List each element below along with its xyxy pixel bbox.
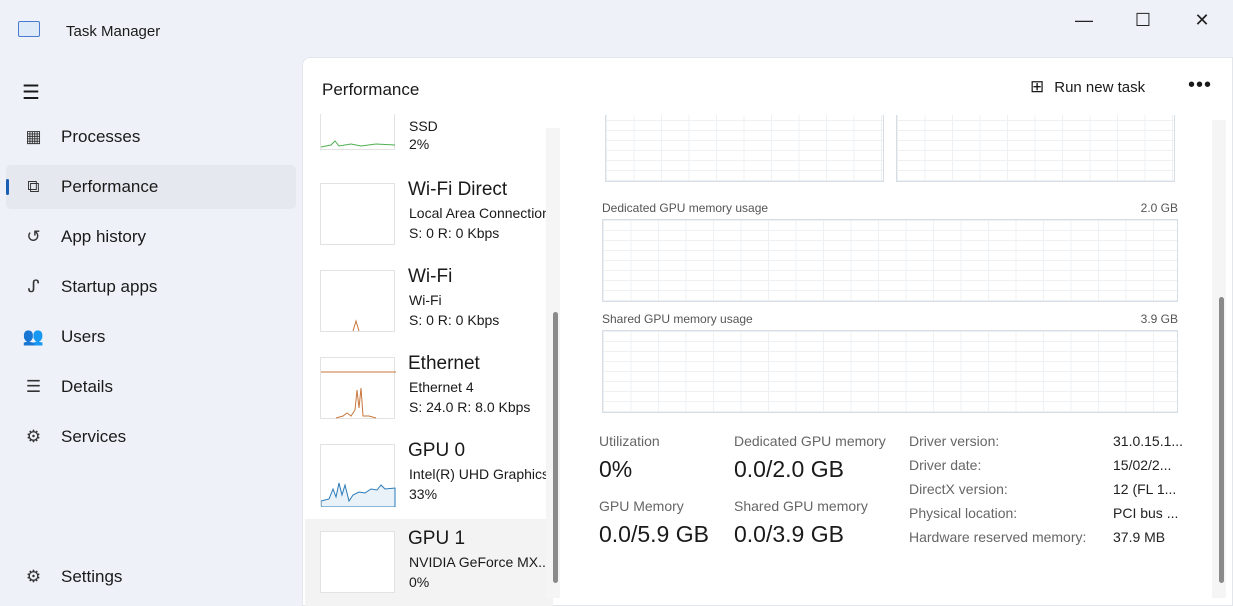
sidebar-item-users[interactable]: 👥 Users	[6, 315, 296, 359]
more-options-button[interactable]: •••	[1188, 74, 1213, 96]
device-name: GPU 0	[408, 440, 466, 461]
thumbnail-graph	[320, 531, 395, 593]
utilization-label: Utilization	[599, 433, 660, 449]
shared-memory-value: 0.0/3.9 GB	[734, 521, 844, 547]
thumbnail-graph	[320, 357, 396, 419]
list-scrollbar[interactable]	[553, 312, 558, 583]
device-item-ethernet[interactable]: Ethernet Ethernet 4 S: 24.0 R: 8.0 Kbps	[305, 349, 553, 433]
shared-memory-label: Shared GPU memory	[734, 498, 868, 514]
label: Settings	[61, 567, 123, 586]
graph-top-left	[605, 115, 884, 182]
thumbnail-graph	[320, 270, 395, 332]
dedicated-graph-max: 2.0 GB	[1140, 201, 1178, 215]
label: Performance	[61, 177, 159, 196]
device-sub: Local Area Connection	[409, 205, 549, 221]
dedicated-graph-label: Dedicated GPU memory usage	[602, 201, 769, 215]
device-name: Wi-Fi Direct	[408, 179, 508, 200]
graph-top-right	[896, 115, 1175, 182]
details-icon: ☰	[25, 377, 42, 396]
device-item-gpu-1[interactable]: GPU 1 NVIDIA GeForce MX... 0%	[305, 519, 553, 606]
sidebar-item-settings[interactable]: ⚙ Settings	[6, 555, 296, 599]
device-list: SSD 2% Wi-Fi Direct Local Area Connectio…	[305, 114, 555, 606]
run-new-task-button[interactable]: ⊞ Run new task	[1030, 77, 1145, 97]
run-task-icon: ⊞	[1030, 77, 1045, 96]
startup-icon: ᔑ	[27, 277, 40, 296]
gpu-memory-label: GPU Memory	[599, 498, 684, 514]
sidebar-item-startup-apps[interactable]: ᔑ Startup apps	[6, 265, 296, 309]
device-sub: Intel(R) UHD Graphics	[409, 466, 549, 482]
thumbnail-graph	[320, 183, 395, 245]
device-name: GPU 1	[408, 528, 466, 549]
thumbnail-graph	[320, 114, 396, 150]
services-icon: ⚙	[25, 427, 42, 446]
directx-version-value: 12 (FL 1...	[1113, 481, 1177, 497]
maximize-button[interactable]: ☐	[1134, 10, 1152, 30]
device-item-ssd[interactable]: SSD 2%	[305, 114, 553, 164]
dedicated-memory-graph	[602, 219, 1178, 302]
device-sub: Ethernet 4	[409, 379, 474, 395]
device-value: S: 24.0 R: 8.0 Kbps	[409, 399, 531, 415]
utilization-value: 0%	[599, 456, 633, 482]
device-item-wifi[interactable]: Wi-Fi Wi-Fi S: 0 R: 0 Kbps	[305, 262, 553, 346]
hw-reserved-memory-label: Hardware reserved memory:	[909, 529, 1087, 545]
thumbnail-graph	[320, 444, 396, 508]
device-name: Ethernet	[408, 353, 480, 374]
sidebar-item-app-history[interactable]: ↺ App history	[6, 215, 296, 259]
directx-version-label: DirectX version:	[909, 481, 1008, 497]
window-title: Task Manager	[66, 23, 161, 40]
shared-graph-max: 3.9 GB	[1140, 312, 1178, 326]
users-icon: 👥	[22, 327, 45, 346]
hw-reserved-memory-value: 37.9 MB	[1113, 529, 1166, 545]
detail-scrollbar[interactable]	[1219, 297, 1224, 583]
history-icon: ↺	[26, 227, 41, 246]
sidebar-item-details[interactable]: ☰ Details	[6, 365, 296, 409]
shared-graph-label: Shared GPU memory usage	[602, 312, 753, 326]
app-icon	[18, 21, 40, 37]
device-value: 0%	[409, 574, 430, 590]
label: Processes	[61, 127, 141, 146]
device-item-wifi-direct[interactable]: Wi-Fi Direct Local Area Connection S: 0 …	[305, 175, 553, 259]
performance-icon: ⧉	[27, 177, 40, 196]
dedicated-memory-label: Dedicated GPU memory	[734, 433, 886, 449]
device-value: S: 0 R: 0 Kbps	[409, 312, 500, 328]
driver-date-label: Driver date:	[909, 457, 982, 473]
sidebar-item-performance[interactable]: ⧉ Performance	[6, 165, 296, 209]
gpu-memory-value: 0.0/5.9 GB	[599, 521, 709, 547]
device-value: 2%	[409, 136, 430, 152]
device-value: 33%	[409, 486, 438, 502]
sidebar-item-services[interactable]: ⚙ Services	[6, 415, 296, 459]
label: Run new task	[1054, 78, 1146, 96]
label: Startup apps	[61, 277, 158, 296]
device-sub: SSD	[409, 118, 438, 134]
device-sub: NVIDIA GeForce MX...	[409, 554, 549, 570]
close-button[interactable]: ✕	[1194, 10, 1210, 30]
physical-location-value: PCI bus ...	[1113, 505, 1179, 521]
label: App history	[61, 227, 147, 246]
physical-location-label: Physical location:	[909, 505, 1018, 521]
menu-icon[interactable]: ☰	[22, 82, 40, 104]
processes-icon: ▦	[25, 127, 42, 146]
device-value: S: 0 R: 0 Kbps	[409, 225, 500, 241]
settings-icon: ⚙	[25, 567, 42, 586]
dedicated-memory-value: 0.0/2.0 GB	[734, 456, 844, 482]
label: Services	[61, 427, 127, 446]
label: Users	[61, 327, 106, 346]
device-item-gpu-0[interactable]: GPU 0 Intel(R) UHD Graphics 33%	[305, 436, 553, 520]
minimize-button[interactable]: —	[1075, 10, 1093, 30]
driver-version-value: 31.0.15.1...	[1113, 433, 1184, 449]
shared-memory-graph	[602, 330, 1178, 413]
driver-date-value: 15/02/2...	[1113, 457, 1172, 473]
device-sub: Wi-Fi	[409, 292, 442, 308]
sidebar-item-processes[interactable]: ▦ Processes	[6, 115, 296, 159]
label: Details	[61, 377, 113, 396]
page-title: Performance	[322, 80, 420, 99]
driver-version-label: Driver version:	[909, 433, 1000, 449]
device-name: Wi-Fi	[408, 266, 453, 287]
